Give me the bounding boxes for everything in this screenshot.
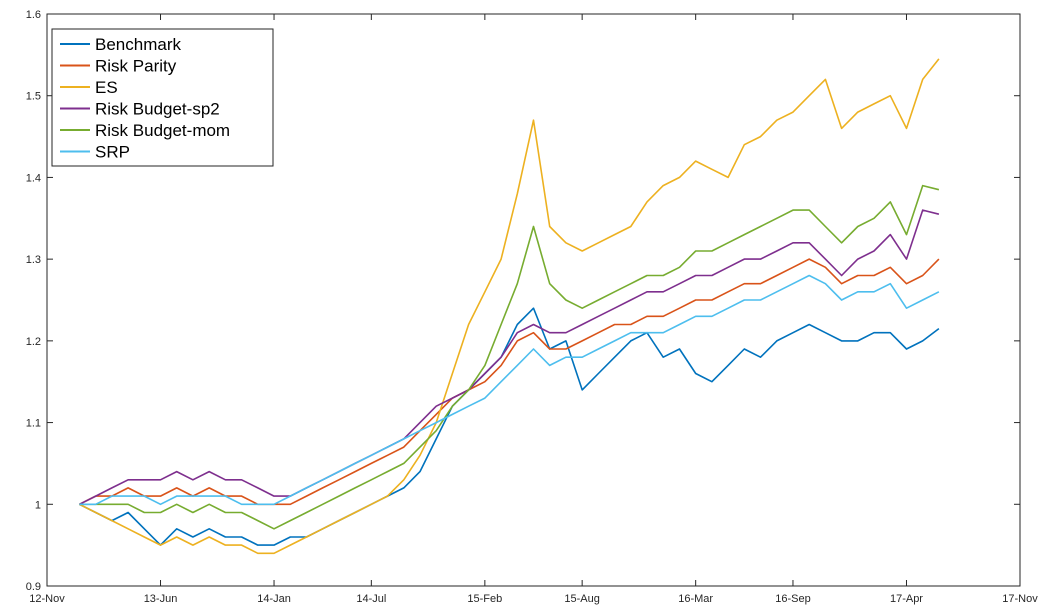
x-tick-label: 17-Nov: [1002, 593, 1038, 605]
x-tick-label: 14-Jan: [257, 593, 291, 605]
series-layer: [79, 58, 940, 555]
legend-box: [51, 28, 274, 167]
x-tick-label: 14-Jul: [356, 593, 386, 605]
x-tick-label: 16-Sep: [775, 593, 810, 605]
y-tick-label: 1.5: [26, 91, 41, 103]
legend-label-es: ES: [95, 78, 118, 97]
y-tick-label: 1.6: [26, 9, 41, 21]
plot-frame: [46, 13, 1021, 587]
series-line-risk-parity: [79, 258, 940, 506]
legend-label-risk-budget-sp2: Risk Budget-sp2: [95, 100, 220, 119]
x-tick-label: 15-Aug: [564, 593, 599, 605]
x-tick-label: 17-Apr: [890, 593, 923, 605]
legend-label-benchmark: Benchmark: [95, 35, 181, 54]
y-tick-label: 1: [35, 499, 41, 511]
y-tick-label: 1.4: [26, 172, 41, 184]
x-tick-label: 16-Mar: [678, 593, 713, 605]
axis-layer: 12-Nov 13-Jun 14-Jan 14-Jul 15-Feb 15-Aug 16-M…: [26, 9, 1039, 605]
y-tick-label: 1.3: [26, 254, 41, 266]
y-tick-label: 0.9: [26, 581, 41, 593]
series-line-benchmark: [79, 307, 940, 546]
y-tick-label: 1.1: [26, 418, 41, 430]
series-line-srp: [79, 274, 940, 506]
x-tick-label: 15-Feb: [467, 593, 502, 605]
legend: Benchmark Risk Parity ES Risk Budget-sp2 Ris…: [51, 28, 274, 167]
series-line-risk-budget-mom: [79, 184, 940, 530]
series-line-risk-budget-sp2: [79, 209, 940, 506]
legend-label-risk-parity: Risk Parity: [95, 57, 177, 76]
series-line-es: [79, 58, 940, 555]
legend-label-srp: SRP: [95, 143, 130, 162]
x-tick-label: 12-Nov: [29, 593, 65, 605]
legend-label-risk-budget-mom: Risk Budget-mom: [95, 121, 230, 140]
x-tick-label: 13-Jun: [144, 593, 178, 605]
y-tick-label: 1.2: [26, 336, 41, 348]
